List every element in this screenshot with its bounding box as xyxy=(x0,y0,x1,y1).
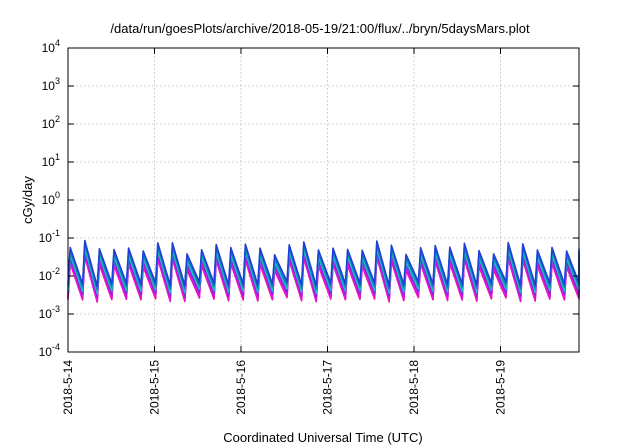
series-line xyxy=(67,242,580,290)
y-tick-label: 10-1 xyxy=(39,228,60,245)
y-tick-label: 103 xyxy=(42,76,60,93)
y-tick-label: 101 xyxy=(42,152,60,169)
chart-title: /data/run/goesPlots/archive/2018-05-19/2… xyxy=(110,21,530,36)
x-axis: 2018-5-14 2018-5-15 2018-5-16 2018-5-17 2018… xyxy=(61,48,508,415)
x-tick-label: 2018-5-18 xyxy=(407,360,421,415)
y-tick-label: 10-4 xyxy=(39,342,60,359)
x-tick-label: 2018-5-19 xyxy=(494,360,508,415)
y-axis: 104 103 102 101 100 10-1 10-2 10-3 10-4 xyxy=(39,38,579,359)
x-tick-label: 2018-5-16 xyxy=(234,360,248,415)
x-axis-label: Coordinated Universal Time (UTC) xyxy=(223,430,422,445)
y-axis-label: cGy/day xyxy=(20,176,35,224)
y-tick-label: 100 xyxy=(42,190,60,207)
series-lines xyxy=(67,239,580,303)
x-tick-label: 2018-5-15 xyxy=(148,360,162,415)
series-line xyxy=(67,245,580,293)
x-tick-label: 2018-5-14 xyxy=(61,360,75,415)
y-tick-label: 10-2 xyxy=(39,266,60,283)
y-tick-label: 104 xyxy=(42,38,60,55)
grid-lines xyxy=(68,48,579,352)
x-tick-label: 2018-5-17 xyxy=(321,360,335,415)
series-line xyxy=(67,239,580,287)
y-tick-label: 10-3 xyxy=(39,304,60,321)
y-tick-label: 102 xyxy=(42,114,60,131)
